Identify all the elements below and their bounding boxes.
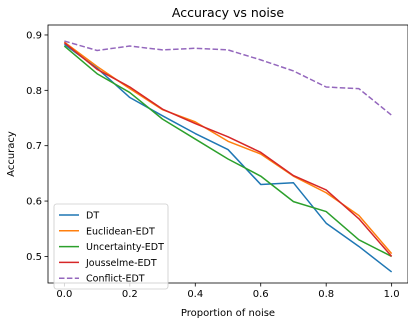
legend-label-uncertainty-edt: Uncertainty-EDT <box>86 242 164 253</box>
series-line-jousselme-edt <box>63 42 393 257</box>
legend-label-dt: DT <box>86 211 99 222</box>
legend-box <box>53 203 169 290</box>
series-line-uncertainty-edt <box>63 45 392 258</box>
legend-label-conflict-edt: Conflict-EDT <box>86 274 145 285</box>
plot-area-frame <box>47 24 408 284</box>
y-axis: 0.5 0.6 0.7 0.8 0.9 <box>26 30 48 263</box>
series-lines <box>63 40 393 273</box>
x-tick-label: 0.2 <box>122 289 138 300</box>
y-tick-label: 0.9 <box>26 30 42 41</box>
x-axis-label: Proportion of noise <box>181 308 275 319</box>
x-tick-label: 0.6 <box>253 289 269 300</box>
y-tick-label: 0.8 <box>26 86 42 97</box>
series-line-conflict-edt <box>64 40 393 116</box>
legend-label-euclidean-edt: Euclidean-EDT <box>86 226 155 237</box>
legend-label-jousselme-edt: Jousselme-EDT <box>85 258 157 269</box>
x-tick-label: 0.4 <box>187 289 203 300</box>
y-tick-label: 0.6 <box>26 197 42 208</box>
x-tick-label: 1.0 <box>384 289 400 300</box>
y-tick-label: 0.5 <box>26 252 42 263</box>
y-axis-label: Accuracy <box>6 131 17 177</box>
x-tick-label: 0.8 <box>318 289 334 300</box>
legend: DT Euclidean-EDT Uncertainty-EDT Jousselme-… <box>53 203 169 290</box>
y-tick-label: 0.7 <box>26 141 42 152</box>
series-line-dt <box>63 43 393 273</box>
chart-title: Accuracy vs noise <box>172 5 284 20</box>
x-tick-label: 0.0 <box>56 289 72 300</box>
